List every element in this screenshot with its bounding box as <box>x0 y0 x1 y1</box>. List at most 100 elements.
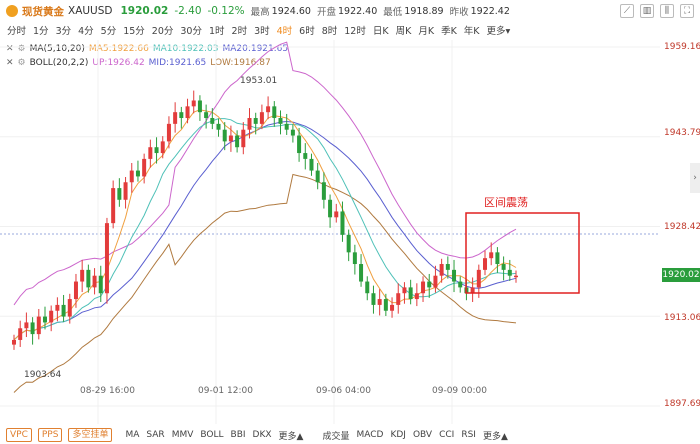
high-label: 最高 <box>250 7 270 18</box>
timeframe-tab[interactable]: 3分 <box>55 26 72 37</box>
chart-type-icon[interactable]: ⫼ <box>660 4 674 18</box>
main-indicator-tab[interactable]: BOLL <box>200 430 224 440</box>
main-indicator-tab[interactable]: SAR <box>146 430 165 440</box>
candle <box>371 285 376 314</box>
sub-indicator-tab[interactable]: RSI <box>461 430 476 440</box>
timeframe-tab[interactable]: 30分 <box>180 26 202 37</box>
timeframe-tab[interactable]: 季K <box>441 26 457 37</box>
candle <box>421 276 426 302</box>
range-box-label: 区间震荡 <box>484 196 528 209</box>
y-tick: 1913.06 <box>664 313 700 323</box>
candle <box>241 122 246 155</box>
candle <box>346 229 351 262</box>
y-tick: 1928.42 <box>664 222 700 232</box>
candle <box>36 308 41 340</box>
sub-indicator-tab[interactable]: OBV <box>412 430 433 440</box>
timeframe-tab[interactable]: 1时 <box>208 26 225 37</box>
chart-grid <box>0 40 660 424</box>
candle <box>49 305 54 332</box>
ma5-value: MA5:1922.66 <box>88 44 149 54</box>
candle <box>402 282 407 304</box>
boll-low-value: LOW:1916.87 <box>210 58 271 68</box>
timeframe-tab[interactable]: 20分 <box>151 26 174 37</box>
candle <box>12 334 16 350</box>
timeframe-tab[interactable]: 周K <box>395 26 412 37</box>
candle <box>266 96 271 120</box>
timeframe-tab[interactable]: 15分 <box>123 26 145 37</box>
bottom-tag[interactable]: PPS <box>37 428 63 442</box>
candle <box>18 320 23 347</box>
candle <box>73 273 78 308</box>
candle <box>303 143 308 170</box>
main-indicator-tab[interactable]: MMV <box>171 430 194 440</box>
last-price: 1920.02 <box>120 5 169 17</box>
timeframe-tab[interactable]: 2时 <box>231 26 248 37</box>
timeframe-tab[interactable]: 4时 <box>276 26 293 37</box>
candle <box>445 256 450 279</box>
candle <box>414 283 419 307</box>
timeframe-tab[interactable]: 6时 <box>299 26 315 37</box>
timeframe-tab[interactable]: 年K <box>463 26 480 37</box>
candle <box>328 194 333 228</box>
sub-indicator-tab[interactable]: 更多▲ <box>482 431 508 442</box>
sub-indicator-tab[interactable]: MACD <box>356 430 384 440</box>
candle <box>185 98 190 124</box>
main-indicator-tab[interactable]: DKX <box>252 430 272 440</box>
candle <box>272 101 277 127</box>
timeframe-tab[interactable]: 5分 <box>100 26 117 37</box>
draw-tool-icon[interactable]: ⟋ <box>620 4 634 18</box>
candle <box>297 127 302 162</box>
close-icon[interactable]: ✕ <box>6 58 14 68</box>
timeframe-tab[interactable]: 月K <box>418 26 435 37</box>
candle <box>148 139 153 168</box>
candle <box>111 180 116 229</box>
indicator-icon[interactable]: ▥ <box>640 4 654 18</box>
timeframe-tab[interactable]: 1分 <box>33 26 49 37</box>
timeframe-tab[interactable]: 4分 <box>78 26 94 37</box>
main-indicator-tab[interactable]: MA <box>125 430 140 440</box>
candle <box>458 276 463 293</box>
bottom-tag[interactable]: 多空挂单 <box>68 428 113 442</box>
chevron-right-icon[interactable]: › <box>690 163 700 193</box>
candle <box>191 90 196 114</box>
candle <box>427 273 432 298</box>
timeframe-tab[interactable]: 分时 <box>7 26 27 37</box>
x-tick: 09-06 04:00 <box>316 386 371 396</box>
candle <box>204 104 209 129</box>
boll-up-value: UP:1926.42 <box>92 58 145 68</box>
main-indicator-tab[interactable]: 更多▲ <box>278 431 304 442</box>
candle <box>470 277 475 302</box>
candle <box>197 95 202 121</box>
prev-close-value: 1922.42 <box>470 5 510 17</box>
candle <box>104 217 109 304</box>
candle <box>166 116 171 149</box>
candle <box>228 125 233 152</box>
boll-upper-line <box>13 41 517 306</box>
candlestick-chart[interactable] <box>0 40 660 424</box>
candle <box>507 259 512 281</box>
timeframe-tab[interactable]: 日K <box>372 26 389 37</box>
gear-icon[interactable]: ⚙ <box>17 44 26 54</box>
candle <box>30 317 35 345</box>
x-tick: 09-09 00:00 <box>432 386 487 396</box>
gear-icon[interactable]: ⚙ <box>17 58 26 68</box>
ma20-value: MA20:1921.65 <box>222 44 289 54</box>
timeframe-tab[interactable]: 8时 <box>321 26 338 37</box>
timeframe-tab[interactable]: 12时 <box>344 26 366 37</box>
timeframe-tab[interactable]: 更多▾ <box>486 26 511 37</box>
low-mark-label: 1903.64 <box>24 370 62 380</box>
sub-indicator-tab[interactable]: KDJ <box>390 430 406 440</box>
timeframe-tab[interactable]: 3时 <box>254 26 270 37</box>
fullscreen-icon[interactable]: ⛶ <box>680 4 694 18</box>
sub-indicator-tab[interactable]: CCI <box>439 430 455 440</box>
boll-indicator-row: ✕ ⚙ BOLL(20,2,2) UP:1926.42 MID:1921.65 … <box>6 58 271 68</box>
sub-indicator-tab[interactable]: 成交量 <box>322 431 350 442</box>
candle <box>439 258 444 283</box>
candle <box>42 306 47 330</box>
bottom-tag[interactable]: VPC <box>6 428 32 442</box>
main-indicator-tab[interactable]: BBI <box>230 430 246 440</box>
close-icon[interactable]: ✕ <box>6 44 14 54</box>
candle <box>377 289 382 316</box>
candle <box>67 293 72 324</box>
ma10-value: MA10:1922.03 <box>152 44 219 54</box>
